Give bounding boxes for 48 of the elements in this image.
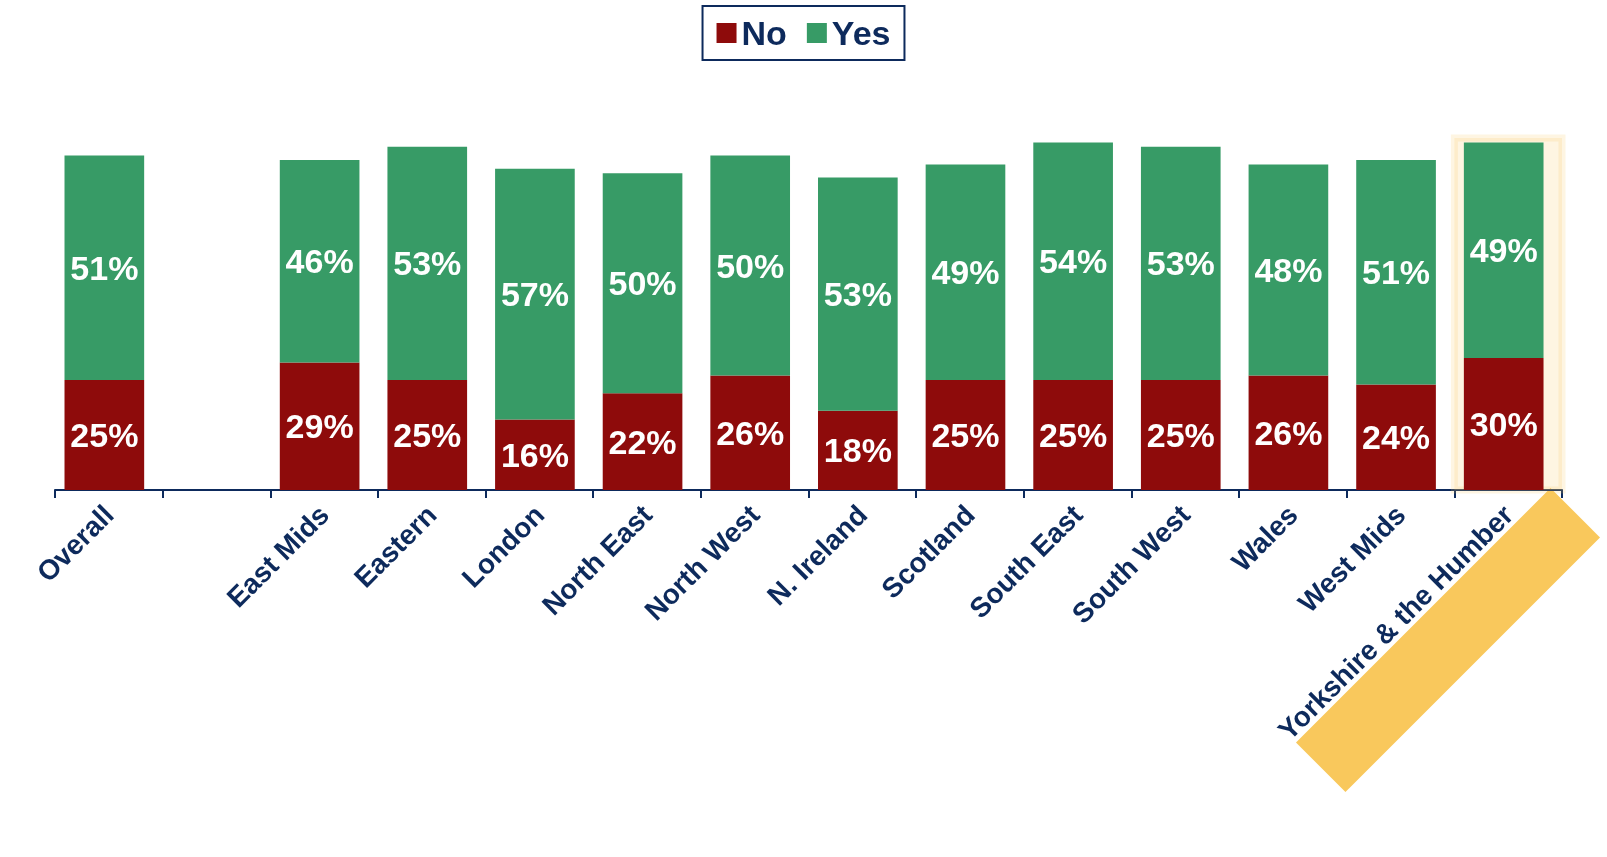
- bar: [1356, 384, 1436, 490]
- bar: [64, 155, 145, 380]
- data-label: 53%: [823, 275, 892, 314]
- data-label: 49%: [931, 253, 1000, 292]
- bar: [1356, 160, 1436, 385]
- bar: [1463, 142, 1544, 358]
- data-label: 16%: [500, 435, 569, 474]
- data-label: 29%: [285, 407, 354, 446]
- bar: [925, 164, 1006, 380]
- data-label: 25%: [931, 416, 1000, 454]
- data-label: 25%: [393, 416, 462, 454]
- data-label: 22%: [608, 422, 677, 461]
- data-label: 51%: [70, 248, 139, 287]
- data-label: 18%: [823, 431, 892, 470]
- bar: [1033, 380, 1113, 490]
- bar: [387, 146, 468, 380]
- data-label: 26%: [716, 413, 785, 452]
- data-label: 25%: [70, 416, 139, 454]
- data-label: 26%: [1254, 413, 1323, 452]
- data-label: 30%: [1469, 405, 1538, 443]
- legend-label: Yes: [831, 14, 891, 52]
- bar: [602, 173, 683, 394]
- data-label: 46%: [285, 242, 354, 281]
- data-label: 50%: [608, 264, 677, 303]
- bar: [710, 155, 791, 376]
- data-label: 57%: [500, 275, 569, 314]
- bar: [495, 168, 575, 420]
- bar: [1033, 142, 1113, 380]
- bar: [1463, 358, 1544, 490]
- bar: [279, 362, 360, 490]
- data-label: 50%: [716, 246, 785, 285]
- data-label: 53%: [1146, 244, 1215, 283]
- data-label: 54%: [1039, 242, 1108, 281]
- bar: [1140, 380, 1221, 490]
- bar: [387, 380, 468, 490]
- bar: [818, 177, 898, 411]
- bar: [1248, 164, 1329, 376]
- data-label: 51%: [1362, 253, 1431, 292]
- bar: [279, 160, 360, 363]
- bar: [1140, 146, 1221, 380]
- data-label: 49%: [1469, 231, 1538, 270]
- legend-label: No: [741, 14, 787, 52]
- bar: [710, 375, 791, 490]
- data-label: 53%: [393, 244, 462, 283]
- data-label: 24%: [1362, 418, 1431, 457]
- data-label: 25%: [1039, 416, 1108, 454]
- data-label: 25%: [1146, 416, 1215, 454]
- data-label: 48%: [1254, 251, 1323, 289]
